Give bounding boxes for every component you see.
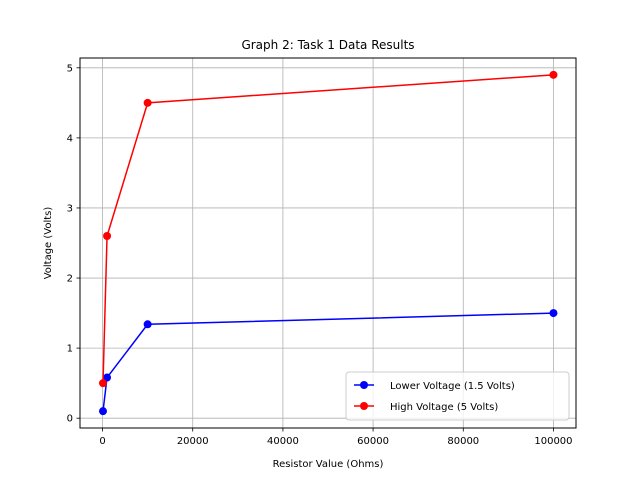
legend-box xyxy=(345,371,570,421)
plot-frame xyxy=(79,57,577,429)
y-tick-label: 2 xyxy=(67,274,73,285)
legend-label-1: Lower Voltage (1.5 Volts) xyxy=(390,381,515,392)
data-point-series-1 xyxy=(549,309,558,318)
data-point-series-1 xyxy=(103,373,112,382)
legend: Lower Voltage (1.5 Volts) High Voltage (5… xyxy=(345,371,570,421)
data-point-series-2 xyxy=(103,231,112,240)
series-layer xyxy=(98,70,558,416)
grid xyxy=(80,58,576,428)
y-tick-label: 3 xyxy=(67,203,73,214)
legend-label-2: High Voltage (5 Volts) xyxy=(390,402,498,413)
legend-marker-2 xyxy=(360,402,368,410)
data-point-series-1 xyxy=(143,320,152,329)
x-tick-label: 40000 xyxy=(267,436,299,447)
x-tick-label: 0 xyxy=(99,436,105,447)
ticks: 0 20000 40000 60000 80000 100000 0 1 2 3 4 5 xyxy=(67,63,573,447)
x-tick-label: 60000 xyxy=(357,436,389,447)
y-tick-label: 0 xyxy=(67,414,73,425)
y-tick-label: 4 xyxy=(67,133,73,144)
data-point-series-2 xyxy=(98,379,107,388)
data-point-series-2 xyxy=(549,70,558,79)
y-tick-label: 5 xyxy=(67,63,73,74)
x-axis-label: Resistor Value (Ohms) xyxy=(273,459,384,470)
x-tick-label: 80000 xyxy=(447,436,479,447)
x-tick-label: 100000 xyxy=(534,436,572,447)
y-tick-label: 1 xyxy=(67,344,73,355)
data-point-series-1 xyxy=(98,407,107,416)
series-line-2 xyxy=(102,74,554,384)
legend-marker-1 xyxy=(360,381,368,389)
chart-title: Graph 2: Task 1 Data Results xyxy=(241,38,414,52)
series-line-1 xyxy=(102,312,554,412)
data-point-series-2 xyxy=(143,98,152,107)
x-tick-label: 20000 xyxy=(177,436,209,447)
y-axis-label: Voltage (Volts) xyxy=(43,207,54,280)
